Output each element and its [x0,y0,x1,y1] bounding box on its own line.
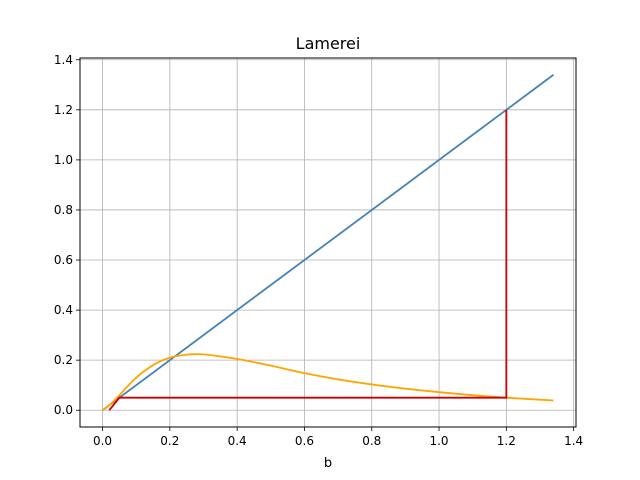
x-ticks: 0.0 0.2 0.4 0.6 0.8 1.0 1.2 1.4 [93,427,583,448]
x-tick-label: 0.2 [160,434,179,448]
y-tick-label: 0.2 [54,353,73,367]
y-tick-label: 1.2 [54,103,73,117]
series-line-blue [102,74,554,411]
series-line-orange [102,353,554,411]
y-tick-label: 1.4 [54,53,73,67]
y-tick-label: 0.6 [54,253,73,267]
y-tick-label: 0.4 [54,303,73,317]
x-tick-label: 1.4 [564,434,583,448]
x-tick-label: 0.4 [228,434,247,448]
x-tick-label: 0.6 [295,434,314,448]
x-tick-label: 1.2 [497,434,516,448]
x-tick-label: 0.8 [362,434,381,448]
grid [80,58,576,427]
x-tick-label: 1.0 [429,434,448,448]
plot-frame [79,57,577,428]
y-tick-label: 0.0 [54,403,73,417]
chart-title: Lamerei [296,34,361,53]
y-tick-label: 1.0 [54,153,73,167]
y-tick-label: 0.8 [54,203,73,217]
y-ticks: 0.0 0.2 0.4 0.6 0.8 1.0 1.2 1.4 [54,53,80,417]
x-tick-label: 0.0 [93,434,112,448]
x-axis-label: b [324,456,332,471]
series-line-red [108,109,508,411]
plot-lines [102,74,554,411]
